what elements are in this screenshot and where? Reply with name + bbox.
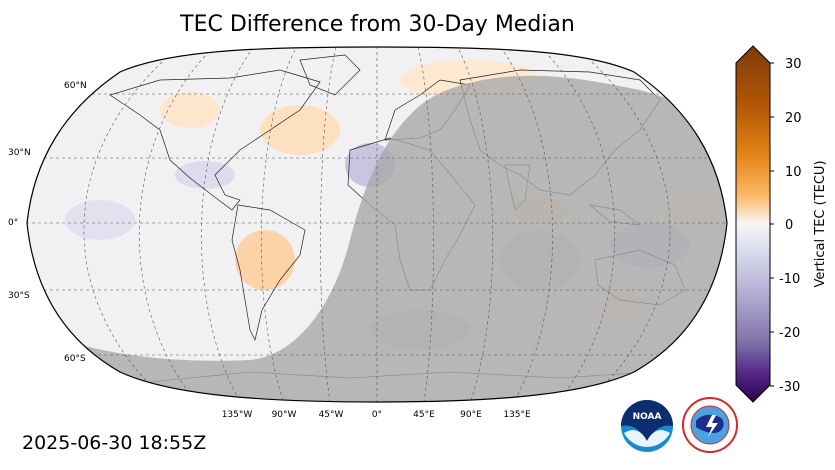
positive-anomaly	[260, 105, 340, 155]
colorbar-tick-label: 0	[785, 218, 793, 233]
colorbar-tick-label: 30	[785, 57, 802, 72]
lon-label: 45°W	[319, 410, 344, 420]
timestamp: 2025-06-30 18:55Z	[22, 432, 207, 454]
lat-label: 0°	[8, 218, 18, 228]
colorbar-tick-label: -20	[779, 326, 800, 341]
noaa-logo: NOAA	[621, 400, 673, 452]
positive-anomaly	[235, 230, 295, 290]
lon-label: 45°E	[413, 410, 435, 420]
lon-labels: 135°W 90°W 45°W 0° 45°E 90°E 135°E	[222, 410, 531, 420]
lat-labels: 60°N 30°N 0° 30°S 60°S	[8, 81, 87, 364]
colorbar-tick-label: 20	[785, 111, 802, 126]
globe-field	[27, 47, 727, 402]
colorbar-ticks	[770, 62, 774, 387]
colorbar-tick-label: 10	[785, 165, 802, 180]
lon-label: 90°W	[272, 410, 297, 420]
north-america	[109, 69, 321, 211]
nws-logo	[682, 397, 738, 453]
map-title: TEC Difference from 30-Day Median	[180, 12, 575, 37]
colorbar-label: Vertical TEC (TECU)	[813, 160, 828, 287]
negative-anomaly	[175, 161, 235, 189]
lat-label: 60°S	[64, 354, 86, 364]
colorbar-tick-labels: 30 20 10 0 -10 -20 -30	[779, 57, 802, 395]
greenland	[299, 54, 361, 96]
colorbar: 30 20 10 0 -10 -20 -30 Vertical TEC (TEC…	[735, 45, 828, 403]
lon-label: 135°W	[222, 410, 253, 420]
lat-label: 30°N	[8, 148, 31, 158]
lon-label: 90°E	[460, 410, 482, 420]
noaa-logo-text: NOAA	[633, 412, 662, 422]
lat-label: 30°S	[8, 291, 30, 301]
negative-anomaly	[65, 200, 135, 240]
graticule	[27, 47, 727, 402]
positive-anomaly	[160, 92, 220, 128]
lon-label: 135°E	[503, 410, 531, 420]
lon-label: 0°	[372, 410, 382, 420]
south-america	[231, 204, 306, 342]
globe-outline	[26, 46, 728, 403]
lat-label: 60°N	[64, 81, 87, 91]
colorbar-tick-label: -30	[779, 380, 800, 395]
colorbar-tick-label: -10	[779, 272, 800, 287]
night-shade	[27, 75, 727, 402]
colorbar-fill	[735, 45, 771, 403]
